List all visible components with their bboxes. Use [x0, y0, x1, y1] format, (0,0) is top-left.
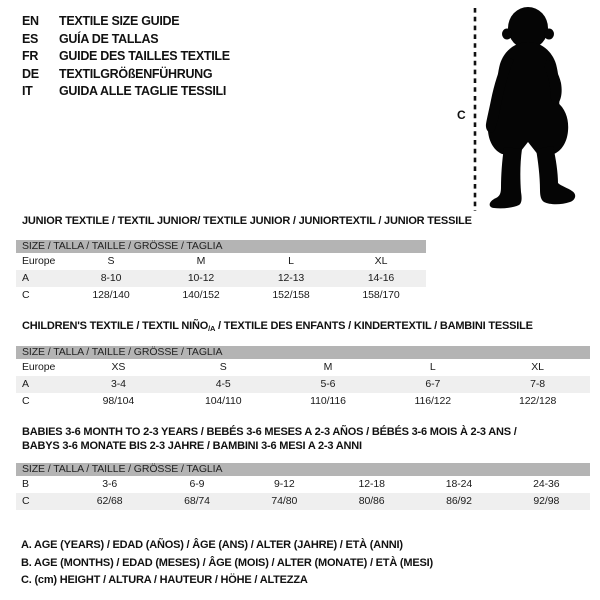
table-cell: XL [374, 255, 388, 267]
language-row-fr: FR GUIDE DES TAILLES TEXTILE [22, 48, 230, 66]
language-code: EN [22, 14, 39, 28]
guide-title-es: GUÍA DE TALLAS [59, 31, 159, 46]
table-cell: 3-4 [110, 378, 126, 390]
table-cell: 9-12 [274, 478, 295, 490]
table-cell: 6-7 [425, 378, 441, 390]
table-cell: 8-10 [100, 272, 122, 284]
table-cell: 140/152 [182, 289, 220, 301]
table-cell: 86/92 [446, 495, 472, 507]
guide-title-de: TEXTILGRÖßENFÜHRUNG [59, 66, 213, 81]
language-code: DE [22, 66, 39, 81]
row-label: Europe [22, 361, 56, 373]
row-label: B [22, 478, 29, 490]
table-cell: M [323, 361, 333, 373]
table-cell: 98/104 [102, 395, 135, 407]
language-row-it: IT GUIDA ALLE TAGLIE TESSILI [22, 83, 230, 101]
children-title-subscript: /A [208, 324, 216, 333]
table-cell: 74/80 [271, 495, 298, 507]
table-cell: S [107, 255, 115, 267]
children-title-main: CHILDREN'S TEXTILE / TEXTIL NIÑO [22, 320, 209, 332]
junior-section-title: JUNIOR TEXTILE / TEXTIL JUNIOR/ TEXTILE … [22, 215, 472, 227]
row-label: Europe [22, 255, 56, 267]
table-cell: L [429, 361, 436, 373]
baby-figure-svg: C [457, 7, 576, 211]
table-cell: 152/158 [272, 289, 310, 301]
table-cell: 10-12 [187, 272, 215, 284]
table-row-height: C 98/104 104/110 110/116 116/122 122/128 [16, 393, 590, 410]
table-cell: 80/86 [358, 495, 385, 507]
table-row-height: C 62/68 68/74 74/80 80/86 86/92 92/98 [16, 493, 590, 510]
table-row-europe: Europe XS S M L XL [16, 359, 590, 376]
guide-title-fr: GUIDE DES TAILLES TEXTILE [59, 49, 230, 63]
height-measure-label: C [457, 108, 466, 122]
table-row-europe: Europe S M L XL [16, 253, 426, 270]
table-cell: S [219, 361, 227, 373]
legend: A. AGE (YEARS) / EDAD (AÑOS) / ÂGE (ANS)… [21, 537, 433, 590]
table-cell: 62/68 [96, 495, 123, 507]
row-label: C [22, 395, 30, 407]
babies-section-title: BABIES 3-6 MONTH TO 2-3 YEARS / BEBÉS 3-… [22, 426, 517, 453]
table-cell: M [196, 255, 206, 267]
table-row-age-months: B 3-6 6-9 9-12 12-18 18-24 24-36 [16, 476, 590, 493]
size-header-bar: SIZE / TALLA / TAILLE / GRÖSSE / TAGLIA [16, 346, 590, 359]
row-label: C [22, 289, 30, 301]
table-row-height: C 128/140 140/152 152/158 158/170 [16, 287, 426, 304]
table-cell: 12-18 [358, 478, 385, 490]
table-cell: 116/122 [414, 395, 452, 407]
legend-item-b: B. AGE (MONTHS) / EDAD (MESES) / ÂGE (MO… [21, 556, 433, 569]
junior-table-rows: Europe S M L XL A 8-10 10-12 12-13 14-16… [16, 253, 426, 304]
junior-size-table: SIZE / TALLA / TAILLE / GRÖSSE / TAGLIA … [16, 240, 426, 304]
table-cell: 104/110 [204, 395, 242, 407]
table-cell: XL [531, 361, 544, 373]
size-header-bar: SIZE / TALLA / TAILLE / GRÖSSE / TAGLIA [16, 240, 426, 253]
table-cell: 24-36 [533, 478, 560, 490]
table-cell: 3-6 [102, 478, 118, 490]
table-cell: 92/98 [533, 495, 560, 507]
babies-title-line2: BABYS 3-6 MONATE BIS 2-3 JAHRE / BAMBINI… [22, 439, 362, 452]
table-cell: 4-5 [215, 378, 231, 390]
table-cell: 18-24 [445, 478, 473, 490]
language-code: FR [22, 49, 39, 63]
table-row-age: A 3-4 4-5 5-6 6-7 7-8 [16, 376, 590, 393]
children-title-rest: / TEXTILE DES ENFANTS / KINDERTEXTIL / B… [215, 320, 533, 332]
table-cell: 68/74 [184, 495, 210, 507]
table-cell: 14-16 [367, 272, 395, 284]
babies-size-table: SIZE / TALLA / TAILLE / GRÖSSE / TAGLIA … [16, 463, 590, 510]
table-row-age: A 8-10 10-12 12-13 14-16 [16, 270, 426, 287]
baby-silhouette-icon [485, 7, 576, 209]
table-cell: 122/128 [518, 395, 557, 407]
table-cell: L [288, 255, 294, 267]
children-section-title: CHILDREN'S TEXTILE / TEXTIL NIÑO/A / TEX… [22, 320, 533, 336]
babies-title-line1: BABIES 3-6 MONTH TO 2-3 YEARS / BEBÉS 3-… [22, 426, 517, 438]
language-row-es: ES GUÍA DE TALLAS [22, 31, 230, 49]
table-cell: 5-6 [320, 378, 336, 390]
language-row-de: DE TEXTILGRÖßENFÜHRUNG [22, 66, 230, 84]
size-header-bar: SIZE / TALLA / TAILLE / GRÖSSE / TAGLIA [16, 463, 590, 476]
baby-height-figure: C [430, 0, 600, 230]
table-cell: 158/170 [362, 289, 400, 301]
language-code: ES [22, 31, 39, 46]
table-cell: 6-9 [189, 478, 205, 490]
row-label: A [22, 378, 29, 390]
table-cell: XS [111, 361, 126, 373]
guide-title-en: TEXTILE SIZE GUIDE [59, 14, 180, 28]
language-title-list: EN TEXTILE SIZE GUIDE ES GUÍA DE TALLAS … [22, 13, 230, 101]
language-code: IT [22, 84, 33, 98]
row-label: A [22, 272, 29, 284]
table-cell: 110/116 [310, 395, 346, 407]
language-row-en: EN TEXTILE SIZE GUIDE [22, 13, 230, 31]
legend-item-c: C. (cm) HEIGHT / ALTURA / HAUTEUR / HÖHE… [21, 574, 308, 586]
table-cell: 128/140 [92, 289, 130, 301]
babies-table-rows: B 3-6 6-9 9-12 12-18 18-24 24-36 C 62/68… [16, 476, 590, 510]
children-table-rows: Europe XS S M L XL A 3-4 4-5 5-6 6-7 7-8… [16, 359, 590, 410]
table-cell: 12-13 [277, 272, 305, 284]
legend-item-a: A. AGE (YEARS) / EDAD (AÑOS) / ÂGE (ANS)… [21, 539, 403, 551]
table-cell: 7-8 [530, 378, 546, 390]
row-label: C [22, 495, 30, 507]
children-size-table: SIZE / TALLA / TAILLE / GRÖSSE / TAGLIA … [16, 346, 590, 410]
guide-title-it: GUIDA ALLE TAGLIE TESSILI [59, 84, 227, 98]
